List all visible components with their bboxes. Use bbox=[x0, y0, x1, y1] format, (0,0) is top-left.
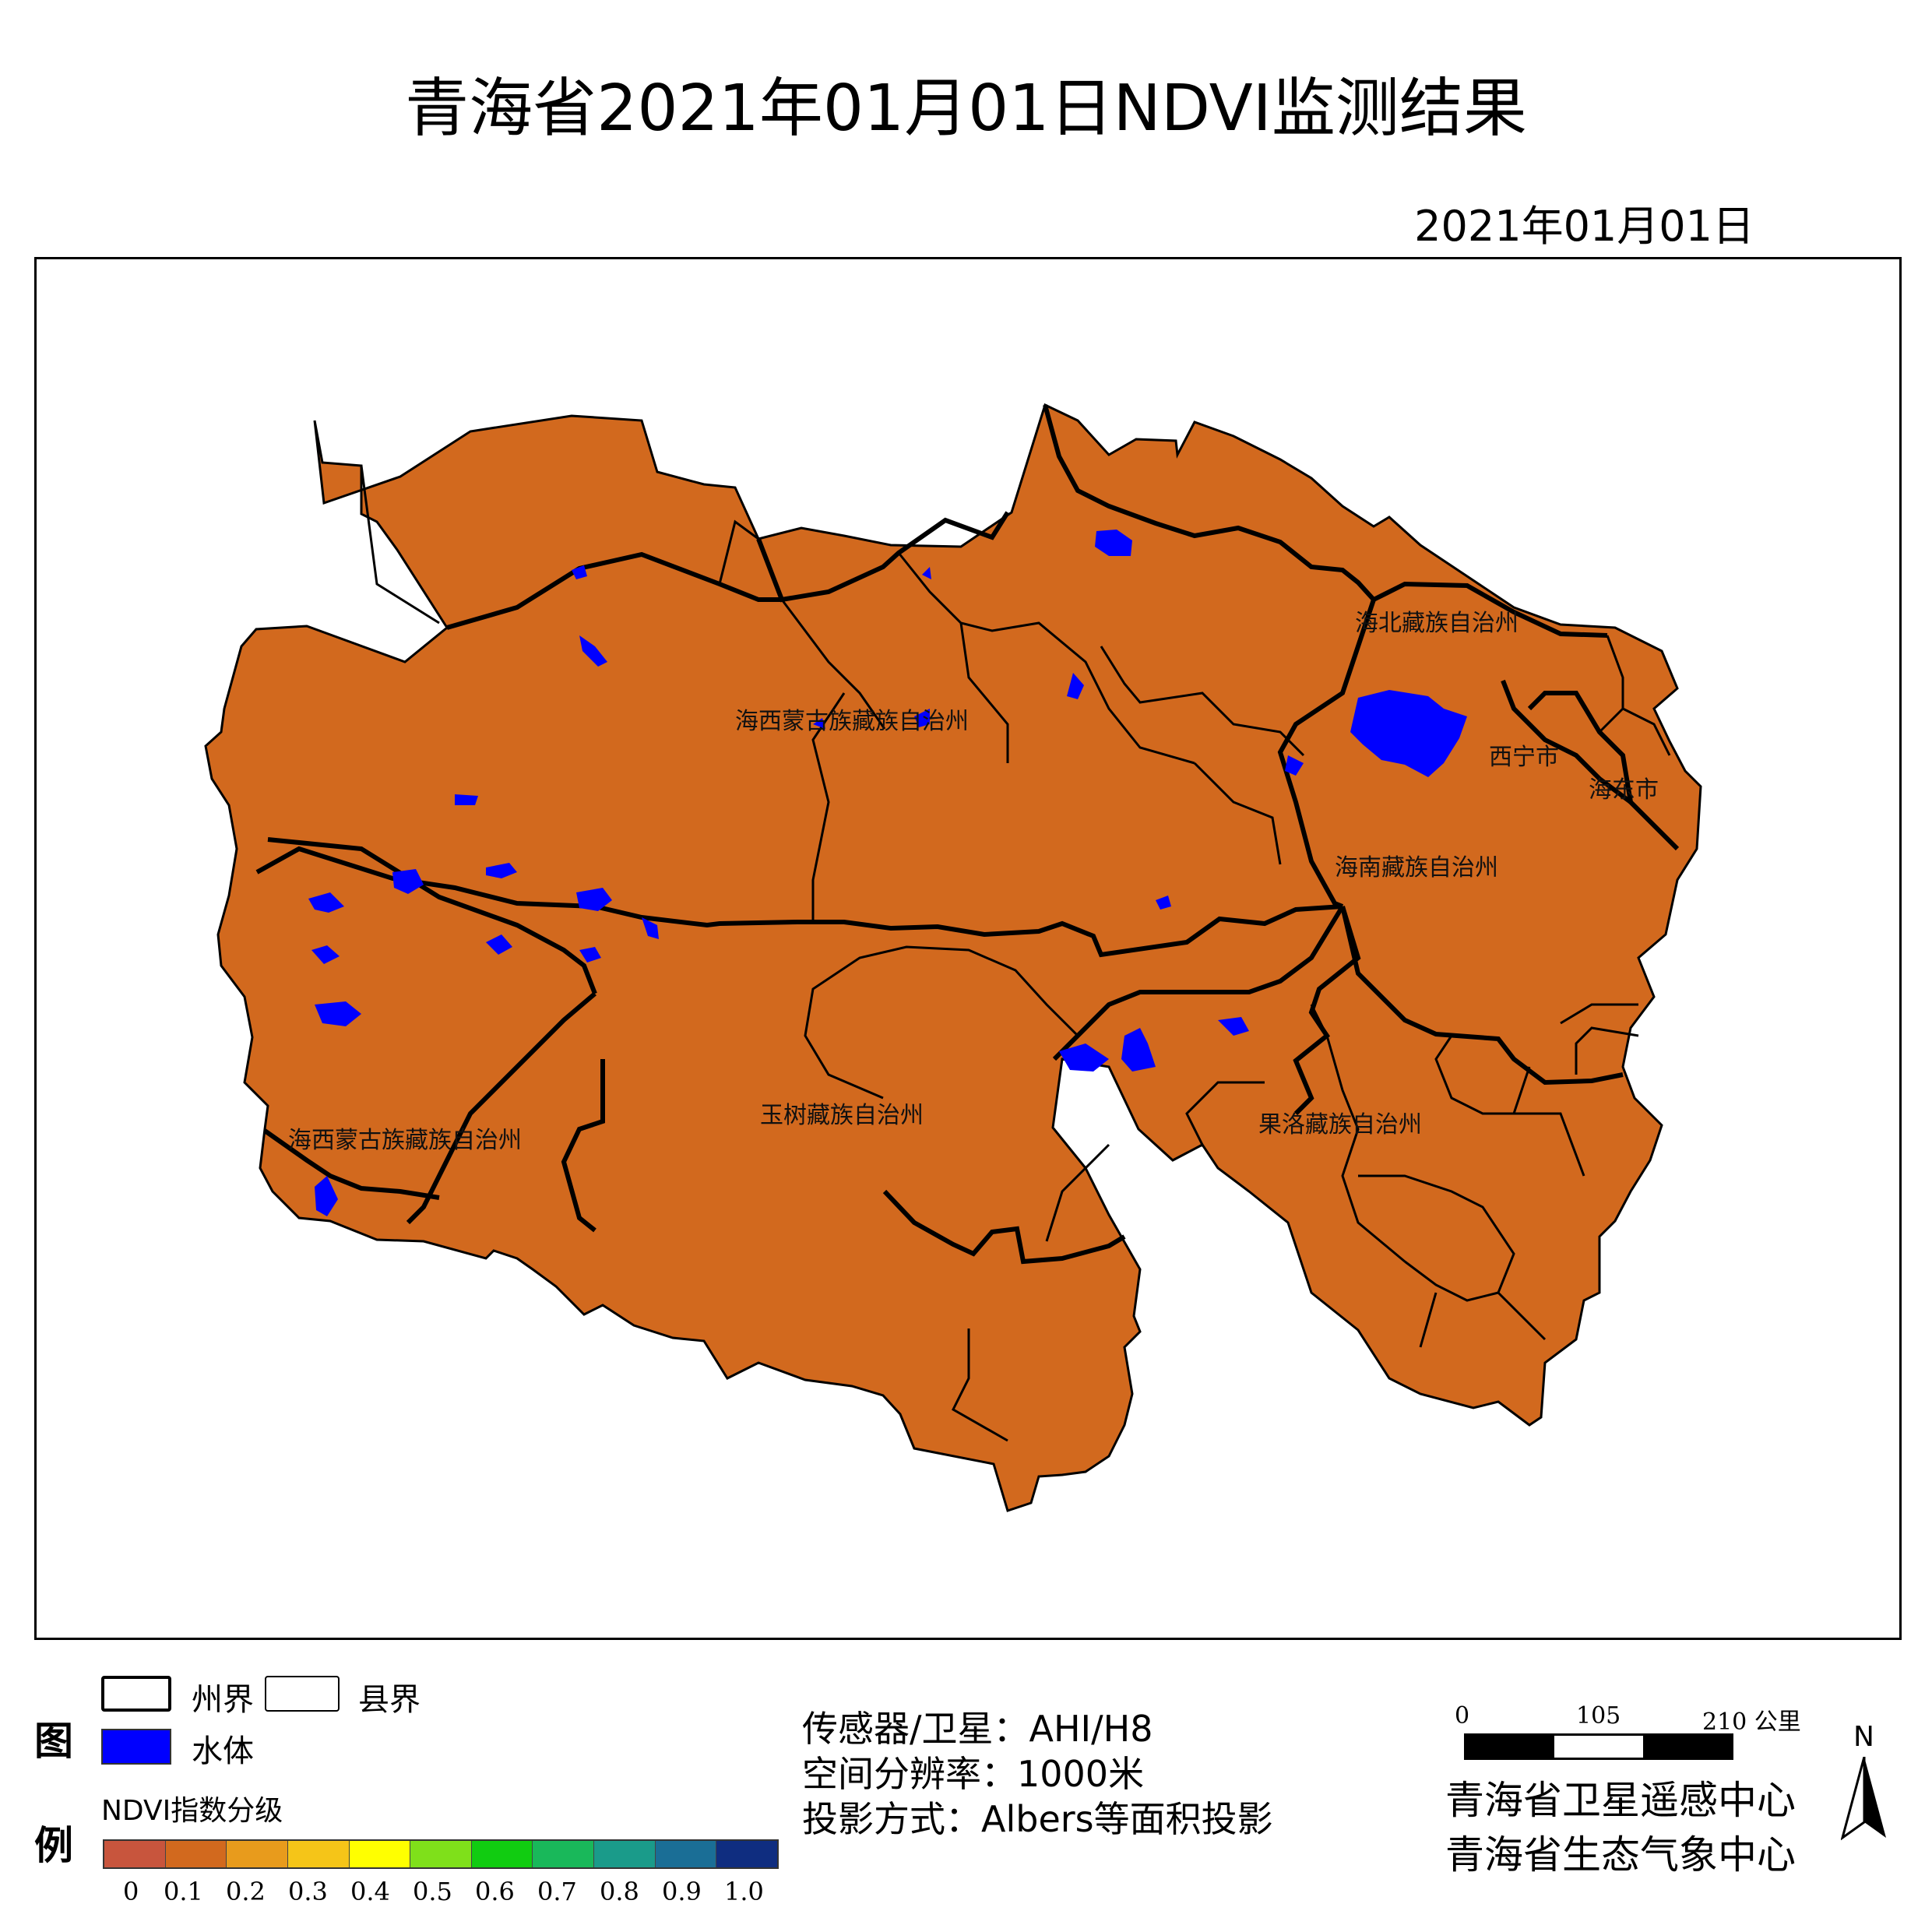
prefecture-borders bbox=[255, 404, 1680, 1265]
county-borders bbox=[360, 465, 1671, 1442]
ramp-class-3 bbox=[287, 1841, 350, 1867]
ramp-class-9 bbox=[655, 1841, 717, 1867]
scale-segment-3 bbox=[1642, 1736, 1731, 1758]
label-haidong: 海东市 bbox=[1589, 776, 1659, 804]
ramp-tick-2: 0.2 bbox=[226, 1877, 266, 1906]
map-date: 2021年01月01日 bbox=[1414, 202, 1754, 251]
label-haibei: 海北藏族自治州 bbox=[1355, 610, 1519, 637]
ramp-tick-7: 0.7 bbox=[537, 1877, 577, 1906]
prefecture-border-swatch bbox=[101, 1676, 171, 1712]
label-haixi-north: 海西蒙古族藏族自治州 bbox=[735, 708, 969, 735]
projection-info: 投影方式：Albers等面积投影 bbox=[802, 1798, 1273, 1840]
scale-label-105: 105 bbox=[1576, 1702, 1621, 1730]
ndvi-color-ramp bbox=[103, 1839, 779, 1869]
ramp-tick-4: 0.4 bbox=[350, 1877, 390, 1906]
map-title: 青海省2021年01月01日NDVI监测结果 bbox=[405, 72, 1527, 146]
ndvi-legend-title: NDVI指数分级 bbox=[101, 1795, 283, 1827]
north-arrow-icon bbox=[1841, 1757, 1886, 1841]
ramp-class-10 bbox=[716, 1841, 778, 1867]
ramp-tick-10: 1.0 bbox=[724, 1877, 764, 1906]
label-golog: 果洛藏族自治州 bbox=[1258, 1111, 1422, 1138]
scale-segment-2 bbox=[1554, 1736, 1643, 1758]
ramp-class-1 bbox=[165, 1841, 227, 1867]
ramp-class-6 bbox=[471, 1841, 533, 1867]
prefecture-border-label: 州界 bbox=[192, 1682, 254, 1718]
county-border-swatch bbox=[265, 1676, 340, 1712]
region-labels: 海西蒙古族藏族自治州 海西蒙古族藏族自治州 玉树藏族自治州 海北藏族自治州 西宁… bbox=[288, 610, 1659, 1154]
north-label: N bbox=[1853, 1721, 1874, 1753]
label-xining: 西宁市 bbox=[1489, 744, 1559, 771]
ramp-tick-9: 0.9 bbox=[662, 1877, 702, 1906]
scale-segment-1 bbox=[1466, 1736, 1555, 1758]
ramp-class-8 bbox=[594, 1841, 656, 1867]
label-haixi-west: 海西蒙古族藏族自治州 bbox=[288, 1127, 522, 1154]
legend-title-top: 图 bbox=[34, 1719, 73, 1764]
legend-title-bottom: 例 bbox=[34, 1823, 73, 1868]
org-eco-meteorology-center: 青海省生态气象中心 bbox=[1445, 1832, 1796, 1877]
label-yushu: 玉树藏族自治州 bbox=[760, 1102, 924, 1129]
county-border-label: 县界 bbox=[358, 1682, 421, 1718]
ramp-tick-0: 0 bbox=[123, 1877, 139, 1906]
label-hainan: 海南藏族自治州 bbox=[1335, 854, 1498, 882]
scale-label-210: 210 公里 bbox=[1702, 1709, 1801, 1736]
qinghai-lake bbox=[1350, 690, 1467, 777]
ramp-tick-8: 0.8 bbox=[600, 1877, 639, 1906]
ramp-tick-5: 0.5 bbox=[413, 1877, 452, 1906]
ramp-class-4 bbox=[349, 1841, 411, 1867]
ramp-class-7 bbox=[533, 1841, 595, 1867]
ramp-class-5 bbox=[410, 1841, 472, 1867]
sensor-info: 传感器/卫星：AHI/H8 bbox=[802, 1708, 1153, 1750]
scale-label-0: 0 bbox=[1455, 1702, 1470, 1730]
scale-bar bbox=[1464, 1733, 1733, 1760]
map-frame bbox=[34, 257, 1902, 1640]
ramp-tick-6: 0.6 bbox=[475, 1877, 515, 1906]
province-land bbox=[204, 403, 1702, 1512]
org-satellite-center: 青海省卫星遥感中心 bbox=[1445, 1778, 1796, 1823]
ramp-tick-3: 0.3 bbox=[288, 1877, 328, 1906]
ramp-class-0 bbox=[104, 1841, 166, 1867]
ramp-class-2 bbox=[227, 1841, 288, 1867]
water-bodies bbox=[308, 530, 1467, 1216]
resolution-info: 空间分辨率：1000米 bbox=[802, 1753, 1145, 1795]
ramp-tick-1: 0.1 bbox=[164, 1877, 203, 1906]
water-label: 水体 bbox=[192, 1733, 254, 1769]
ndvi-map: 海西蒙古族藏族自治州 海西蒙古族藏族自治州 玉树藏族自治州 海北藏族自治州 西宁… bbox=[204, 403, 1702, 1512]
water-swatch bbox=[101, 1729, 171, 1765]
